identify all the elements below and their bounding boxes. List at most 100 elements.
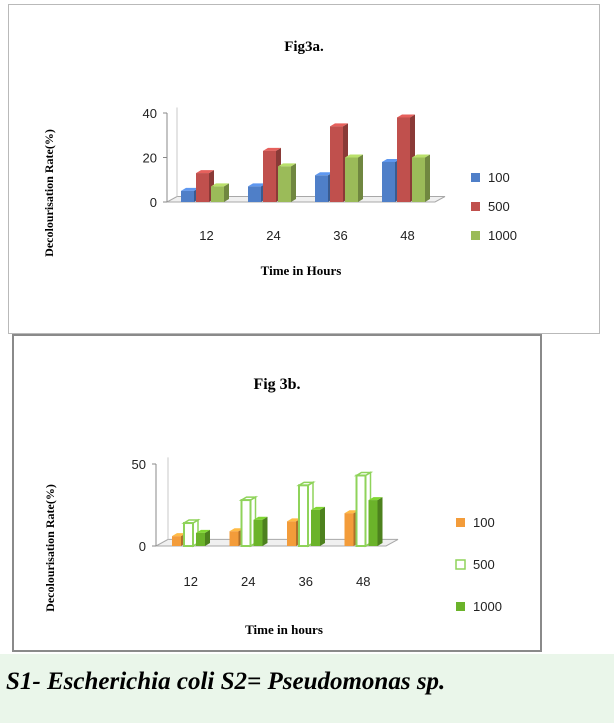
- bar-side: [291, 163, 296, 202]
- bar-top: [368, 497, 383, 501]
- bar-top: [315, 172, 333, 176]
- bar-front: [345, 157, 358, 202]
- bar-front: [248, 186, 261, 202]
- bar-front: [368, 500, 378, 546]
- legend-swatch: [471, 173, 480, 182]
- x-tick-label: 36: [333, 228, 347, 243]
- y-axis-label: Decolourisation Rate(%): [43, 484, 57, 612]
- bar-front: [211, 186, 224, 202]
- bar-front: [382, 161, 395, 202]
- bar: [278, 163, 296, 202]
- legend-swatch: [456, 602, 465, 611]
- bar-top: [345, 154, 363, 158]
- y-tick-label: 0: [150, 195, 157, 210]
- bar: [238, 495, 259, 548]
- bar-front: [172, 536, 181, 546]
- figure-3a-panel: Fig3a. 0 20 40 12 24 36 48 Time in Hours Decolou…: [8, 4, 600, 334]
- x-tick-label: 24: [266, 228, 280, 243]
- bar-side: [205, 529, 210, 546]
- figure-3a-title: Fig3a.: [284, 39, 324, 55]
- legend-label: 100: [488, 170, 510, 185]
- bar: [211, 183, 229, 202]
- bar-top: [181, 187, 199, 191]
- y-tick-label: 50: [132, 457, 146, 472]
- bar-front: [183, 522, 194, 547]
- bar-side: [320, 506, 325, 546]
- bar: [181, 518, 201, 548]
- y-tick-label: 0: [139, 539, 146, 554]
- bar-front: [253, 519, 263, 546]
- x-tick-label: 48: [400, 228, 414, 243]
- legend-swatch: [456, 518, 465, 527]
- bar-top: [211, 183, 229, 187]
- bar-top: [344, 510, 359, 514]
- bar-front: [330, 126, 343, 202]
- bar-top: [382, 158, 400, 162]
- bar: [353, 471, 374, 548]
- legend-label: 100: [473, 515, 495, 530]
- bar-front: [196, 532, 205, 546]
- x-axis-label: Time in hours: [245, 622, 323, 637]
- bar-top: [263, 147, 281, 151]
- bar-top: [196, 529, 210, 533]
- bar: [345, 154, 363, 202]
- legend-swatch: [455, 559, 466, 570]
- figure-3b-chart: 0 50 12 24 36 48 Time in hours Decolourisation …: [43, 457, 502, 637]
- legend-swatch: [471, 202, 480, 211]
- legend-swatch: [471, 231, 480, 240]
- bar-side: [224, 183, 229, 202]
- figure-3b-title: Fig 3b.: [253, 376, 301, 393]
- bar-front: [287, 521, 296, 546]
- bar-top: [287, 518, 301, 522]
- bar-top: [253, 516, 268, 520]
- y-axis-label: Decolourisation Rate(%): [42, 129, 56, 257]
- bar-front: [278, 166, 291, 202]
- bar-top: [311, 506, 325, 510]
- legend-label: 1000: [473, 599, 502, 614]
- bar-front: [315, 175, 328, 202]
- x-tick-label: 48: [356, 574, 370, 589]
- bar-front: [311, 509, 320, 546]
- bar: [196, 529, 210, 546]
- bar-top: [397, 114, 415, 118]
- caption-bar: S1- Escherichia coli S2= Pseudomonas sp.: [0, 654, 614, 723]
- bar-top: [330, 123, 348, 127]
- figure-3a-chart: 0 20 40 12 24 36 48 Time in Hours Decolourisatio…: [42, 106, 517, 278]
- legend-label: 500: [488, 199, 510, 214]
- bar-side: [358, 154, 363, 202]
- figure-3b-panel: Fig 3b. 0 50 12 24 36 48 Time in hours Decolour…: [12, 334, 542, 652]
- x-tick-label: 12: [184, 574, 198, 589]
- caption-text: S1- Escherichia coli S2= Pseudomonas sp.: [6, 668, 446, 695]
- x-tick-label: 12: [199, 228, 213, 243]
- y-tick-label: 40: [143, 106, 157, 121]
- bar: [253, 516, 268, 546]
- bar-front: [412, 157, 425, 202]
- bar-side: [425, 154, 430, 202]
- bar-top: [248, 183, 266, 187]
- legend-label: 1000: [488, 228, 517, 243]
- bar-front: [181, 190, 194, 202]
- bar-side: [262, 516, 268, 546]
- bar-top: [196, 170, 214, 174]
- bar: [296, 480, 316, 548]
- y-tick-label: 20: [143, 151, 157, 166]
- bar-front: [397, 117, 410, 202]
- x-tick-label: 24: [241, 574, 255, 589]
- bar: [368, 497, 383, 546]
- legend-label: 500: [473, 557, 495, 572]
- bar-top: [229, 528, 244, 532]
- bar-side: [377, 497, 383, 546]
- bar-top: [412, 154, 430, 158]
- bar-front: [355, 474, 367, 547]
- bar-front: [298, 484, 309, 548]
- bar-top: [172, 533, 186, 537]
- bar: [412, 154, 430, 202]
- bar-top: [278, 163, 296, 167]
- bar: [311, 506, 325, 546]
- bar-front: [263, 150, 276, 202]
- x-axis-label: Time in Hours: [261, 263, 342, 278]
- bar-front: [196, 173, 209, 202]
- x-tick-label: 36: [299, 574, 313, 589]
- bar-front: [240, 499, 252, 547]
- bar-front: [344, 513, 354, 546]
